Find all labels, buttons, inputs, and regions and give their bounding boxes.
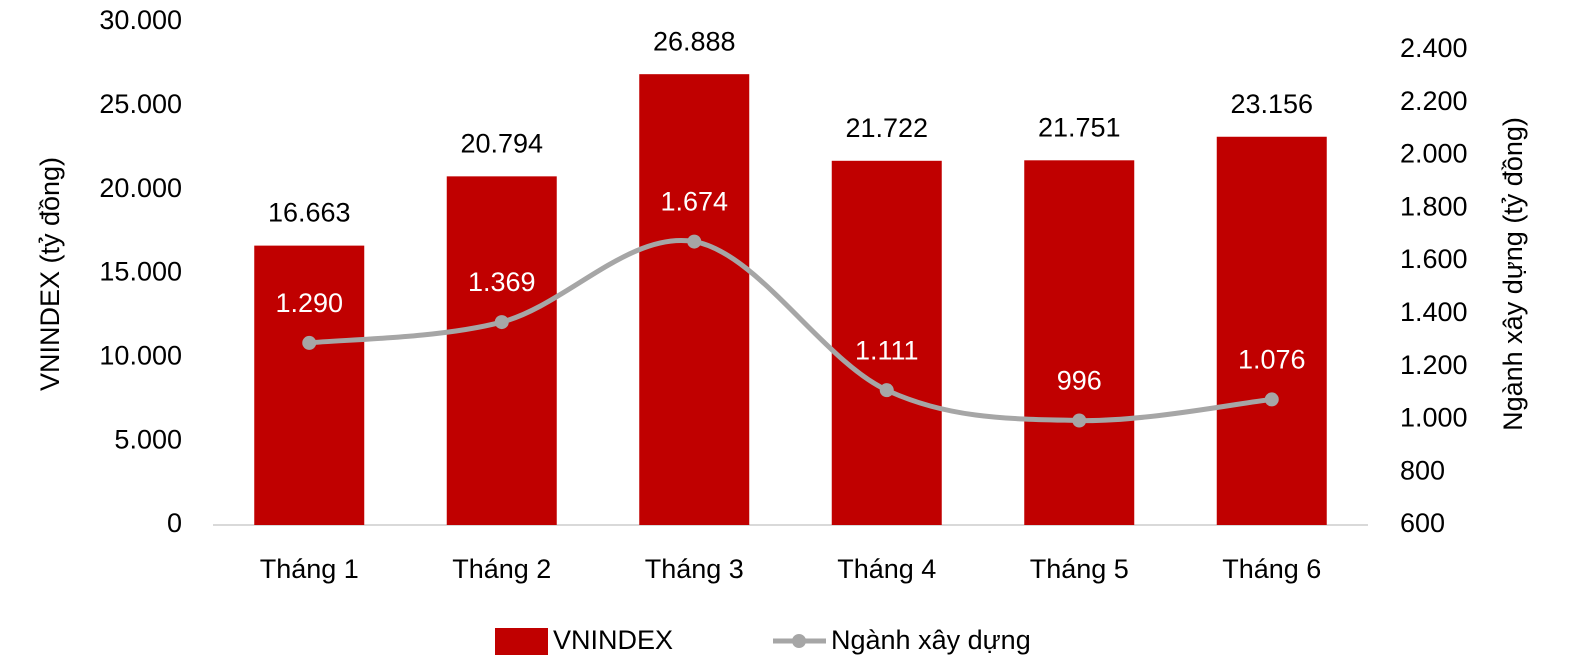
bar-value-label: 21.751: [1038, 112, 1121, 142]
y2-tick-label: 1.800: [1400, 191, 1468, 221]
line-value-label: 1.111: [855, 335, 919, 365]
line-marker: [302, 335, 317, 350]
legend-swatch: [495, 628, 548, 655]
x-tick-label: Tháng 3: [645, 554, 744, 584]
legend-swatch-marker: [792, 634, 806, 648]
bar: [639, 74, 750, 526]
bar: [446, 176, 557, 525]
y-tick-label: 0: [167, 508, 182, 538]
y2-tick-label: 2.400: [1400, 33, 1468, 63]
y2-tick-label: 600: [1400, 508, 1445, 538]
bar: [831, 160, 942, 525]
x-tick-label: Tháng 1: [260, 554, 359, 584]
y-tick-label: 25.000: [99, 89, 182, 119]
y2-tick-label: 1.400: [1400, 297, 1468, 327]
bar-value-label: 20.794: [460, 128, 543, 158]
line-marker: [1264, 392, 1279, 407]
legend-label: Ngành xây dựng: [831, 625, 1031, 655]
line-value-label: 1.290: [275, 288, 343, 318]
bar-value-label: 16.663: [268, 198, 351, 228]
bar: [1024, 160, 1135, 525]
y2-tick-label: 2.200: [1400, 86, 1468, 116]
line-value-label: 1.076: [1238, 345, 1306, 375]
y-tick-label: 15.000: [99, 257, 182, 287]
legend-label: VNINDEX: [553, 625, 673, 655]
line-value-label: 996: [1057, 366, 1102, 396]
line-value-label: 1.369: [468, 267, 536, 297]
line-marker: [687, 234, 702, 249]
y-tick-label: 5.000: [114, 424, 182, 454]
y2-tick-label: 2.000: [1400, 139, 1468, 169]
y2-tick-label: 800: [1400, 455, 1445, 485]
bar-value-label: 21.722: [845, 113, 928, 143]
bar-value-label: 26.888: [653, 26, 736, 56]
bar: [1216, 136, 1327, 525]
y-tick-label: 20.000: [99, 173, 182, 203]
bar: [254, 245, 365, 525]
line-marker: [494, 315, 509, 330]
y2-axis-title: Ngành xây dựng (tỷ đồng): [1498, 117, 1528, 431]
line-value-label: 1.674: [660, 187, 728, 217]
x-tick-label: Tháng 6: [1222, 554, 1321, 584]
line-marker: [879, 383, 894, 398]
y2-tick-label: 1.000: [1400, 403, 1468, 433]
y2-tick-label: 1.200: [1400, 350, 1468, 380]
line: [308, 237, 1273, 424]
x-tick-label: Tháng 4: [837, 554, 936, 584]
y2-tick-label: 1.600: [1400, 244, 1468, 274]
x-tick-label: Tháng 2: [452, 554, 551, 584]
bar-value-label: 23.156: [1230, 89, 1313, 119]
y-tick-label: 10.000: [99, 340, 182, 370]
y-tick-label: 30.000: [99, 5, 182, 35]
line-marker: [1072, 413, 1087, 428]
x-tick-label: Tháng 5: [1030, 554, 1129, 584]
y-axis-title: VNINDEX (tỷ đồng): [35, 157, 65, 391]
